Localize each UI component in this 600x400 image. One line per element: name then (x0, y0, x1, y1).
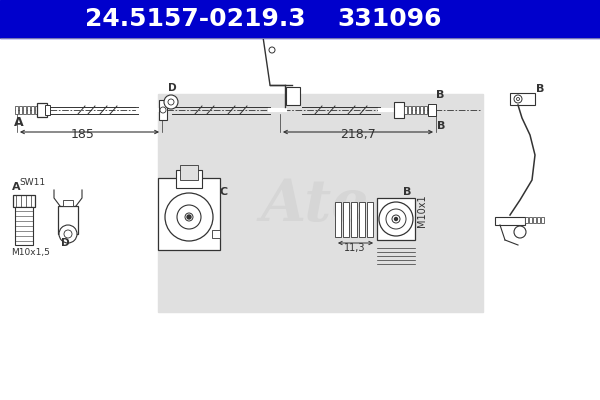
Text: B: B (437, 121, 445, 131)
Bar (15, 106, 18, 114)
Bar (27, 106, 30, 114)
Bar (351, 202, 357, 237)
Text: A: A (14, 116, 23, 129)
Text: 331096: 331096 (338, 7, 442, 31)
Bar (359, 202, 365, 237)
Bar (525, 217, 528, 223)
Bar (420, 106, 423, 114)
Bar (31, 106, 34, 114)
Bar (335, 202, 341, 237)
Circle shape (269, 47, 275, 53)
Circle shape (168, 99, 174, 105)
Bar (212, 230, 220, 238)
Bar (416, 106, 419, 114)
Bar (537, 217, 540, 223)
Bar (404, 106, 407, 114)
Text: C: C (285, 12, 293, 22)
Bar (510, 93, 535, 105)
Bar (159, 100, 167, 120)
Circle shape (386, 209, 406, 229)
Circle shape (514, 226, 526, 238)
Text: 185: 185 (71, 128, 95, 141)
Bar (180, 165, 198, 180)
Bar (15, 207, 33, 245)
Bar (343, 202, 349, 237)
Bar (158, 94, 483, 312)
Circle shape (392, 215, 400, 223)
Bar (0, 0, 600, 38)
Bar (13, 195, 35, 207)
Bar (158, 178, 220, 250)
Circle shape (64, 230, 72, 238)
Text: SW11: SW11 (19, 178, 45, 187)
Circle shape (177, 205, 201, 229)
Text: 218,7: 218,7 (340, 128, 376, 141)
Bar (533, 217, 536, 223)
Text: B: B (436, 90, 445, 100)
Text: M10x1: M10x1 (417, 194, 427, 227)
Bar (19, 106, 22, 114)
Bar (35, 106, 38, 114)
Bar (37, 103, 47, 117)
Bar (63, 200, 73, 206)
Bar (286, 87, 300, 105)
Circle shape (160, 107, 166, 113)
Text: B: B (403, 187, 412, 197)
Circle shape (164, 95, 178, 109)
Bar (428, 104, 436, 116)
Circle shape (59, 225, 77, 243)
Bar (424, 106, 427, 114)
Bar (23, 106, 26, 114)
Text: A: A (12, 182, 20, 192)
Circle shape (517, 98, 520, 100)
Circle shape (395, 218, 398, 220)
Bar (377, 198, 415, 240)
Bar (541, 217, 544, 223)
Bar (412, 106, 415, 114)
Text: 11,3: 11,3 (344, 243, 366, 253)
Bar (529, 217, 532, 223)
Text: Ate: Ate (261, 177, 369, 233)
Circle shape (514, 95, 522, 103)
Circle shape (185, 213, 193, 221)
Circle shape (165, 193, 213, 241)
Text: B: B (536, 84, 544, 94)
Circle shape (187, 215, 191, 219)
Circle shape (379, 202, 413, 236)
Text: D: D (168, 83, 176, 93)
Bar (408, 106, 411, 114)
Bar (495, 217, 525, 225)
Text: C: C (220, 187, 228, 197)
Text: D: D (61, 238, 70, 248)
Bar (367, 202, 373, 237)
Text: M10x1,5: M10x1,5 (11, 248, 50, 257)
Bar (176, 170, 202, 188)
Bar (394, 102, 404, 118)
Bar (58, 206, 78, 234)
Text: 24.5157-0219.3: 24.5157-0219.3 (85, 7, 305, 31)
Bar (45, 105, 50, 115)
